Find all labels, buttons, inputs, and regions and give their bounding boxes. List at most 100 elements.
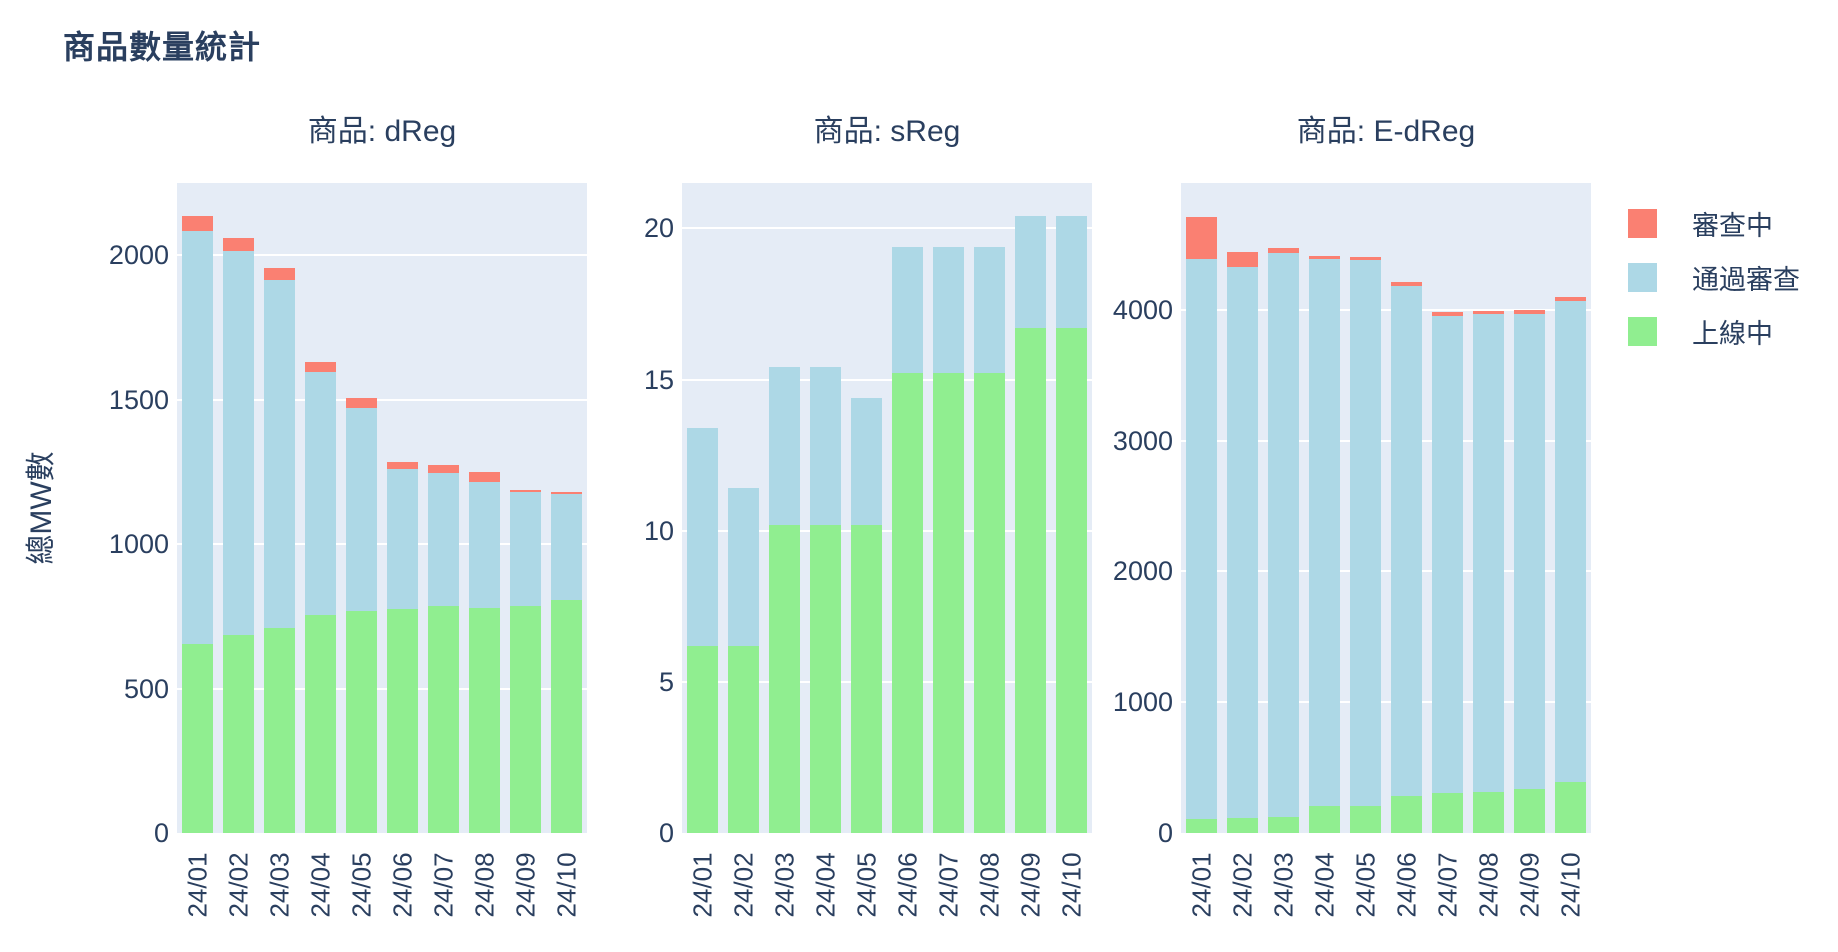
bar-segment-approved-24/10[interactable] [1555, 300, 1586, 782]
bar-segment-approved-24/05[interactable] [1350, 260, 1381, 807]
bar-segment-approved-24/02[interactable] [1227, 266, 1258, 818]
bar-segment-online-24/05[interactable] [851, 524, 882, 833]
bar-segment-approved-24/09[interactable] [1514, 313, 1545, 789]
bar-segment-approved-24/09[interactable] [1015, 216, 1046, 329]
legend-item-under-review[interactable]: 審查中 [1628, 204, 1800, 243]
bar-segment-online-24/02[interactable] [1227, 817, 1258, 833]
bar-segment-approved-24/06[interactable] [892, 246, 923, 374]
bar-segment-online-24/08[interactable] [469, 607, 500, 833]
bar-segment-online-24/09[interactable] [1514, 788, 1545, 833]
legend-swatch-approved [1628, 263, 1657, 292]
bar-segment-online-24/09[interactable] [1015, 328, 1046, 833]
bar-segment-online-24/03[interactable] [264, 627, 295, 833]
legend-item-online[interactable]: 上線中 [1628, 312, 1800, 351]
gridline [1181, 701, 1591, 704]
bar-segment-approved-24/07[interactable] [1432, 315, 1463, 794]
bar-segment-under-review-24/05[interactable] [346, 398, 377, 409]
bar-segment-online-24/01[interactable] [182, 643, 213, 833]
bar-segment-approved-24/08[interactable] [1473, 313, 1504, 793]
bar-segment-approved-24/08[interactable] [469, 482, 500, 608]
bar-segment-approved-24/10[interactable] [551, 493, 582, 601]
bar-segment-under-review-24/01[interactable] [1186, 217, 1217, 259]
bar-segment-online-24/04[interactable] [305, 614, 336, 833]
bar-segment-approved-24/02[interactable] [223, 250, 254, 636]
bar-segment-under-review-24/06[interactable] [387, 461, 418, 469]
bar-segment-online-24/05[interactable] [346, 610, 377, 833]
x-tick-label: 24/07 [1432, 852, 1462, 918]
bar-segment-approved-24/01[interactable] [182, 230, 213, 644]
bar-segment-under-review-24/08[interactable] [469, 471, 500, 482]
bar-segment-approved-24/07[interactable] [428, 473, 459, 607]
y-tick-label: 5 [658, 666, 674, 697]
bar-segment-online-24/03[interactable] [769, 524, 800, 833]
x-tick-label: 24/01 [182, 852, 212, 918]
bar-segment-approved-24/04[interactable] [305, 372, 336, 615]
x-tick-label: 24/05 [346, 852, 376, 918]
bar-segment-online-24/10[interactable] [1555, 782, 1586, 833]
bar-segment-online-24/10[interactable] [1056, 328, 1087, 833]
x-tick-label: 24/09 [1514, 852, 1544, 918]
bar-segment-under-review-24/05[interactable] [1350, 256, 1381, 261]
bar-segment-approved-24/10[interactable] [1056, 216, 1087, 329]
bar-segment-online-24/06[interactable] [1391, 796, 1422, 833]
bar-segment-online-24/08[interactable] [974, 373, 1005, 833]
bar-segment-under-review-24/09[interactable] [1514, 309, 1545, 314]
bar-segment-online-24/04[interactable] [810, 524, 841, 833]
bar-segment-under-review-24/09[interactable] [510, 489, 541, 493]
x-tick-label: 24/03 [1268, 852, 1298, 918]
bar-segment-approved-24/04[interactable] [1309, 258, 1340, 806]
bar-segment-online-24/08[interactable] [1473, 792, 1504, 833]
bar-segment-approved-24/07[interactable] [933, 246, 964, 374]
x-tick-label: 24/03 [769, 852, 799, 918]
bar-segment-approved-24/06[interactable] [1391, 285, 1422, 797]
bar-segment-under-review-24/02[interactable] [223, 237, 254, 251]
bar-segment-approved-24/03[interactable] [1268, 252, 1299, 818]
bar-segment-under-review-24/04[interactable] [305, 362, 336, 373]
bar-segment-online-24/02[interactable] [223, 635, 254, 833]
bar-segment-approved-24/05[interactable] [851, 397, 882, 525]
y-tick-label: 1500 [108, 384, 169, 415]
bar-segment-online-24/01[interactable] [1186, 818, 1217, 833]
bar-segment-under-review-24/07[interactable] [1432, 311, 1463, 316]
bar-segment-approved-24/06[interactable] [387, 469, 418, 610]
bar-segment-approved-24/04[interactable] [810, 367, 841, 525]
bar-segment-under-review-24/10[interactable] [1555, 296, 1586, 301]
bar-segment-approved-24/05[interactable] [346, 408, 377, 611]
bar-segment-approved-24/01[interactable] [1186, 258, 1217, 819]
x-tick-label: 24/01 [1186, 852, 1216, 918]
legend-swatch-under-review [1628, 209, 1657, 238]
bar-segment-online-24/04[interactable] [1309, 805, 1340, 833]
bar-segment-under-review-24/08[interactable] [1473, 310, 1504, 314]
bar-segment-online-24/10[interactable] [551, 600, 582, 833]
bar-segment-online-24/07[interactable] [428, 606, 459, 833]
bar-segment-online-24/03[interactable] [1268, 817, 1299, 833]
bar-segment-online-24/07[interactable] [933, 373, 964, 833]
bar-segment-online-24/09[interactable] [510, 606, 541, 833]
bar-segment-approved-24/08[interactable] [974, 246, 1005, 374]
bar-segment-under-review-24/04[interactable] [1309, 255, 1340, 259]
x-tick-label: 24/07 [933, 852, 963, 918]
bar-segment-online-24/05[interactable] [1350, 806, 1381, 833]
bar-segment-online-24/06[interactable] [892, 373, 923, 833]
x-tick-label: 24/09 [510, 852, 540, 918]
bar-segment-approved-24/03[interactable] [769, 367, 800, 525]
bar-segment-online-24/07[interactable] [1432, 793, 1463, 833]
bar-segment-online-24/01[interactable] [687, 645, 718, 833]
bar-segment-under-review-24/07[interactable] [428, 464, 459, 474]
bar-segment-under-review-24/03[interactable] [1268, 247, 1299, 253]
x-tick-label: 24/06 [387, 852, 417, 918]
bar-segment-approved-24/03[interactable] [264, 279, 295, 628]
x-tick-label: 24/05 [851, 852, 881, 918]
bar-segment-under-review-24/01[interactable] [182, 216, 213, 231]
x-tick-label: 24/04 [810, 852, 840, 918]
bar-segment-online-24/06[interactable] [387, 609, 418, 833]
legend-item-approved[interactable]: 通過審查 [1628, 258, 1800, 297]
bar-segment-approved-24/02[interactable] [728, 488, 759, 646]
bar-segment-under-review-24/02[interactable] [1227, 251, 1258, 267]
bar-segment-approved-24/09[interactable] [510, 492, 541, 607]
bar-segment-under-review-24/10[interactable] [551, 491, 582, 494]
bar-segment-under-review-24/03[interactable] [264, 268, 295, 280]
bar-segment-under-review-24/06[interactable] [1391, 281, 1422, 286]
bar-segment-approved-24/01[interactable] [687, 427, 718, 646]
bar-segment-online-24/02[interactable] [728, 645, 759, 833]
